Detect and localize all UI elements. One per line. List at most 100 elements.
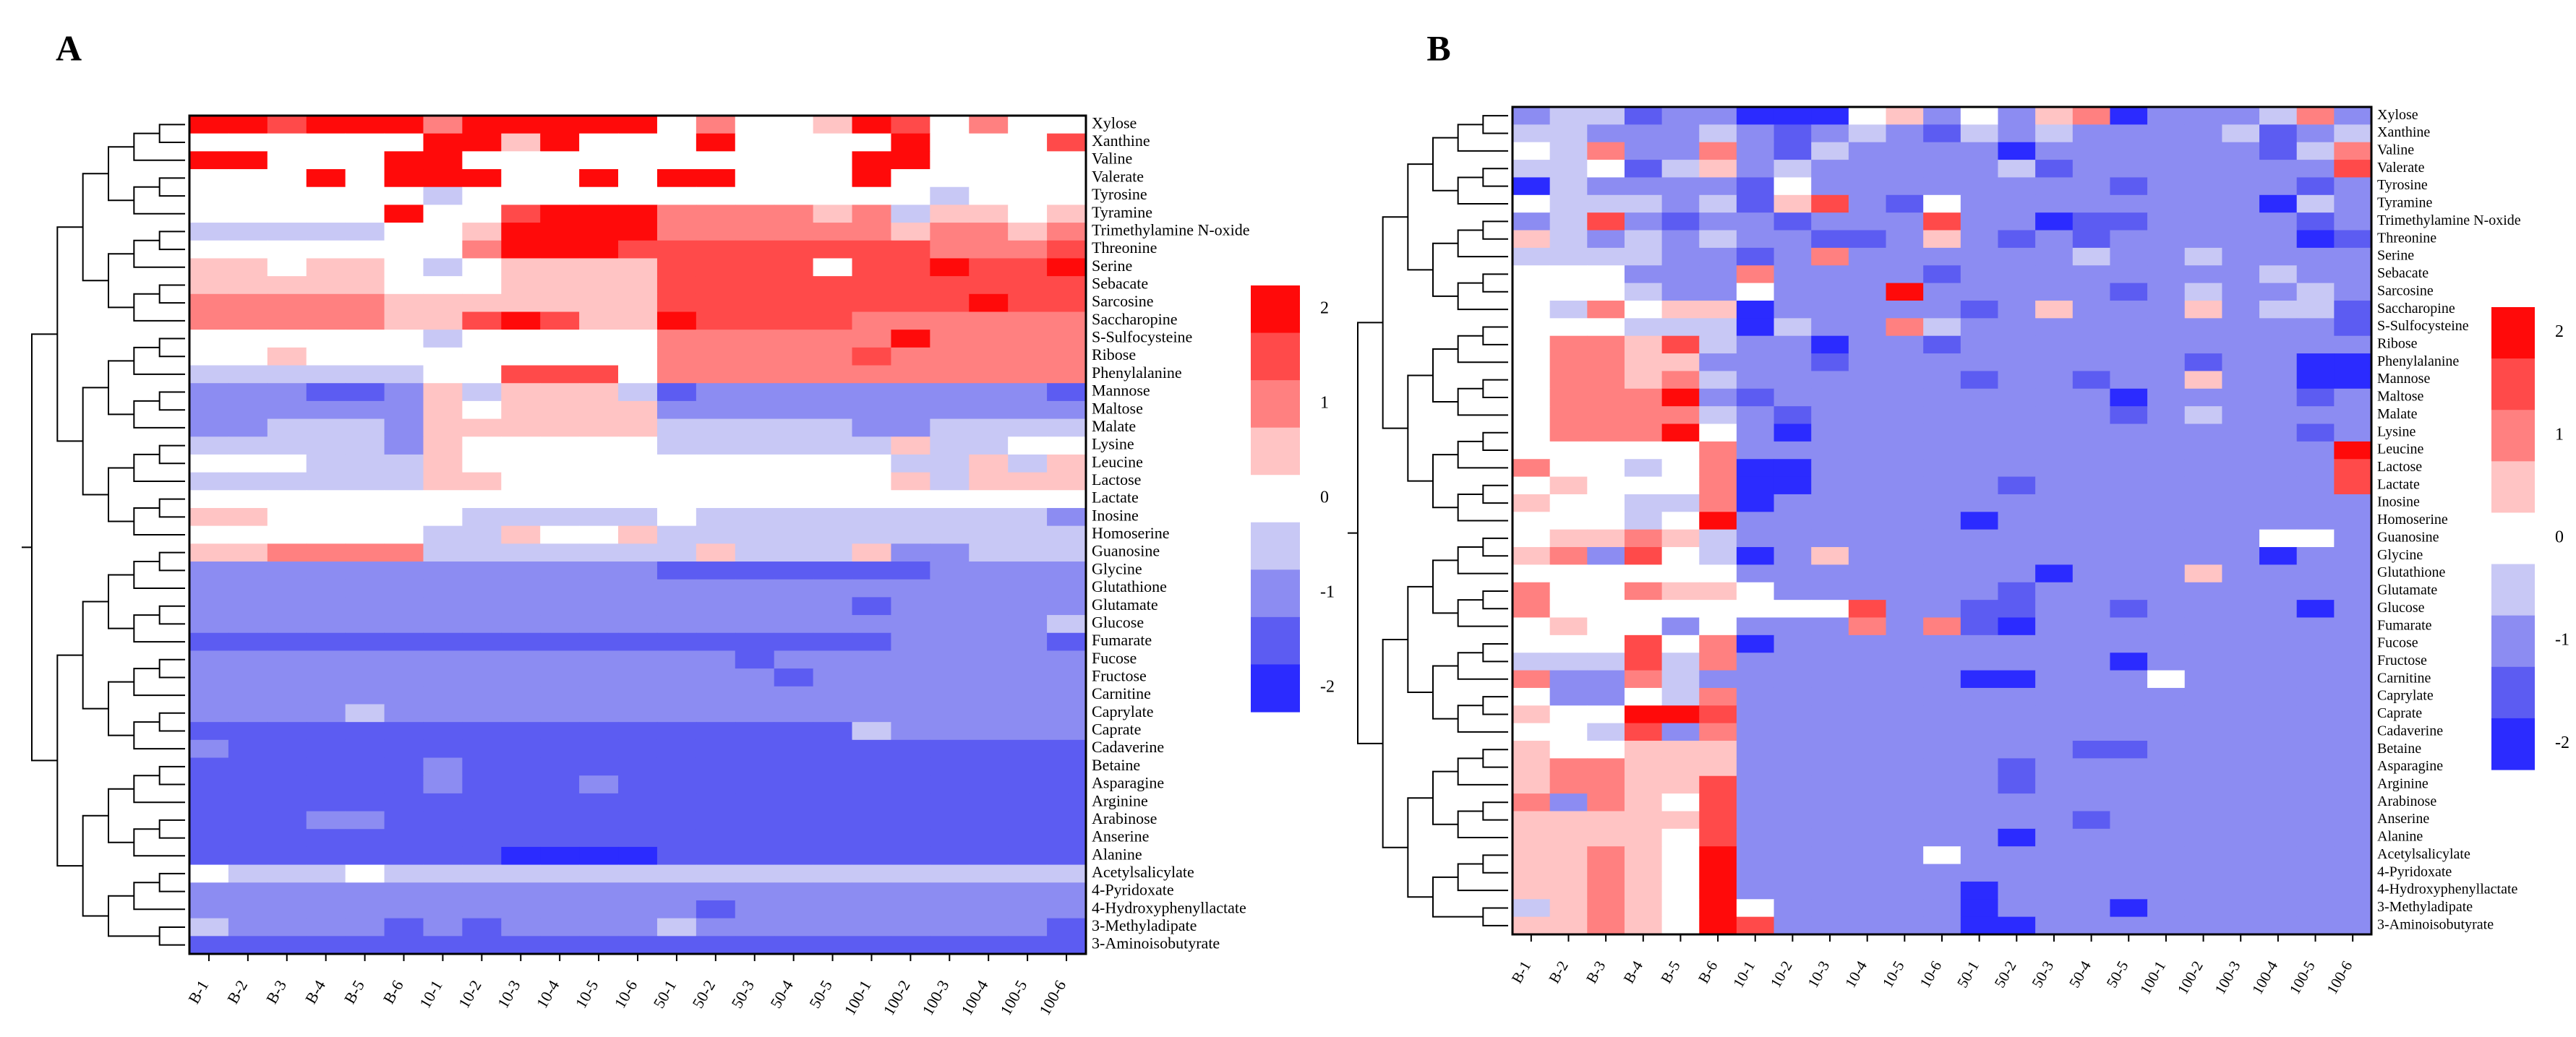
heatmap-cell [969, 330, 1009, 348]
row-label: Tyrosine [1092, 185, 1147, 203]
heatmap-cell [2259, 899, 2298, 918]
heatmap-cell [2222, 371, 2260, 390]
heatmap-cell [1736, 423, 1775, 442]
heatmap-cell [1661, 247, 1700, 266]
row-label: Caprate [2377, 705, 2422, 721]
heatmap-cell [930, 686, 970, 705]
heatmap-cell [1624, 846, 1663, 865]
heatmap-cell [813, 365, 853, 384]
heatmap-cell [891, 739, 930, 759]
dendrogram-branch [108, 681, 134, 736]
heatmap-cell [735, 829, 775, 848]
colorbar-swatch [2491, 307, 2535, 359]
column-label: 50-3 [2028, 958, 2057, 991]
dendrogram-branch [56, 654, 83, 867]
heatmap-cell [1960, 459, 1999, 478]
heatmap-cell [2296, 617, 2335, 636]
heatmap-cell [1848, 194, 1887, 213]
heatmap-cell [423, 240, 463, 259]
heatmap-cell [1047, 739, 1087, 759]
heatmap-cell [228, 579, 268, 598]
heatmap-cell [2184, 687, 2222, 706]
heatmap-cell [618, 739, 658, 759]
heatmap-cell [1008, 293, 1048, 313]
heatmap-cell [1811, 741, 1849, 759]
heatmap-cell [1848, 793, 1887, 812]
heatmap-cell [2110, 529, 2148, 548]
dendrogram-branch [158, 658, 185, 679]
heatmap-cell [1624, 634, 1663, 653]
heatmap-cell [852, 543, 892, 562]
heatmap-cell [1512, 600, 1551, 619]
heatmap-cell [852, 936, 892, 955]
row-label: Glucose [2377, 600, 2425, 616]
heatmap-cell [1624, 406, 1663, 425]
heatmap-cell [2072, 741, 2111, 759]
heatmap-cell [1699, 124, 1737, 143]
heatmap-cell [1848, 828, 1887, 847]
heatmap-cell [1624, 124, 1663, 143]
row-label: Anserine [2377, 811, 2429, 827]
heatmap-cell [1998, 653, 2036, 671]
heatmap-cell [852, 116, 892, 134]
heatmap-cell [656, 276, 697, 295]
heatmap-cell [306, 846, 346, 866]
heatmap-cell [384, 186, 424, 206]
heatmap-cell [306, 686, 346, 705]
heatmap-cell [228, 811, 268, 830]
heatmap-cell [2110, 160, 2148, 178]
heatmap-cell [423, 632, 463, 652]
heatmap-cell [2296, 124, 2335, 143]
dendrogram-branch [158, 819, 185, 839]
column-label: 10-5 [1879, 958, 1908, 991]
heatmap-cell [735, 383, 775, 402]
heatmap-cell [1661, 846, 1700, 865]
heatmap-cell [1587, 300, 1625, 319]
heatmap-cell [813, 722, 853, 741]
heatmap-cell [1512, 899, 1551, 918]
heatmap-cell [1998, 194, 2036, 213]
heatmap-cell [852, 561, 892, 580]
heatmap-cell [735, 739, 775, 759]
heatmap-cell [1773, 916, 1812, 935]
heatmap-cell [891, 704, 930, 723]
heatmap-cell [774, 561, 814, 580]
heatmap-cell [2184, 564, 2222, 583]
heatmap-cell [1848, 846, 1887, 865]
heatmap-cell [891, 864, 930, 883]
heatmap-cell [1811, 423, 1849, 442]
heatmap-cell [1923, 194, 1961, 213]
heatmap-cell [2222, 864, 2260, 882]
heatmap-cell [1998, 846, 2036, 865]
heatmap-cell [969, 400, 1009, 420]
heatmap-cell [1699, 441, 1737, 460]
heatmap-cell [1512, 634, 1551, 653]
dendrogram-branch [133, 882, 185, 911]
heatmap-cell [852, 472, 892, 491]
heatmap-cell [306, 668, 346, 687]
heatmap-cell [2259, 512, 2298, 530]
heatmap-cell [189, 133, 229, 152]
heatmap-cell [1008, 739, 1048, 759]
heatmap-cell [1047, 169, 1087, 188]
heatmap-cell [1549, 459, 1588, 478]
heatmap-cell [306, 739, 346, 759]
heatmap-cell [189, 793, 229, 812]
heatmap-cell [345, 722, 385, 741]
heatmap-cell [696, 383, 736, 402]
heatmap-cell [1923, 916, 1961, 935]
heatmap-cell [656, 418, 697, 437]
heatmap-cell [1661, 775, 1700, 794]
heatmap-cell [2110, 687, 2148, 706]
row-label: Sebacate [2377, 265, 2429, 281]
heatmap-cell [2259, 741, 2298, 759]
heatmap-cell [852, 793, 892, 812]
heatmap-cell [774, 757, 814, 776]
heatmap-cell [891, 579, 930, 598]
heatmap-cell [1886, 811, 1924, 830]
dendrogram-branch [133, 346, 185, 375]
heatmap-cell [2072, 423, 2111, 442]
heatmap-cell [540, 186, 580, 206]
heatmap-cell [2110, 476, 2148, 495]
heatmap-cell [2110, 705, 2148, 724]
